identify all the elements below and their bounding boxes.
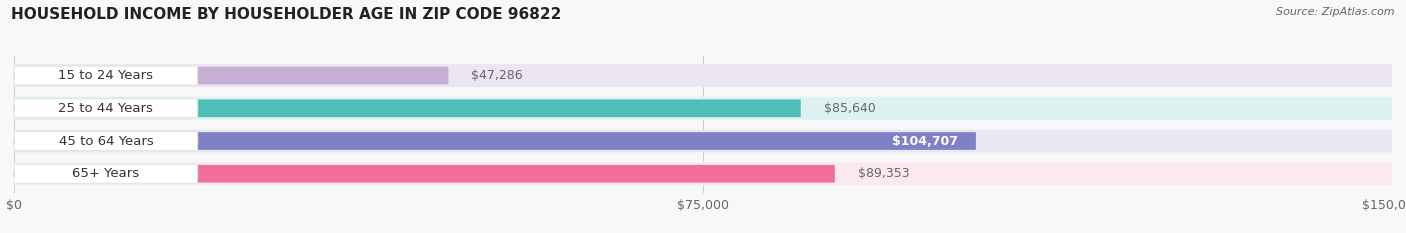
Text: 25 to 44 Years: 25 to 44 Years: [59, 102, 153, 115]
Text: $85,640: $85,640: [824, 102, 876, 115]
FancyBboxPatch shape: [14, 165, 835, 183]
Text: $104,707: $104,707: [891, 134, 957, 147]
FancyBboxPatch shape: [14, 164, 198, 183]
Text: 45 to 64 Years: 45 to 64 Years: [59, 134, 153, 147]
Text: $47,286: $47,286: [471, 69, 523, 82]
Text: 15 to 24 Years: 15 to 24 Years: [59, 69, 153, 82]
FancyBboxPatch shape: [14, 66, 198, 85]
Text: 65+ Years: 65+ Years: [72, 167, 139, 180]
FancyBboxPatch shape: [14, 162, 1392, 185]
Text: Source: ZipAtlas.com: Source: ZipAtlas.com: [1277, 7, 1395, 17]
FancyBboxPatch shape: [14, 132, 198, 151]
FancyBboxPatch shape: [14, 64, 1392, 87]
FancyBboxPatch shape: [14, 130, 1392, 152]
Text: HOUSEHOLD INCOME BY HOUSEHOLDER AGE IN ZIP CODE 96822: HOUSEHOLD INCOME BY HOUSEHOLDER AGE IN Z…: [11, 7, 561, 22]
Text: $89,353: $89,353: [858, 167, 910, 180]
FancyBboxPatch shape: [14, 132, 976, 150]
FancyBboxPatch shape: [14, 99, 801, 117]
FancyBboxPatch shape: [14, 99, 198, 118]
FancyBboxPatch shape: [14, 97, 1392, 120]
FancyBboxPatch shape: [14, 67, 449, 84]
